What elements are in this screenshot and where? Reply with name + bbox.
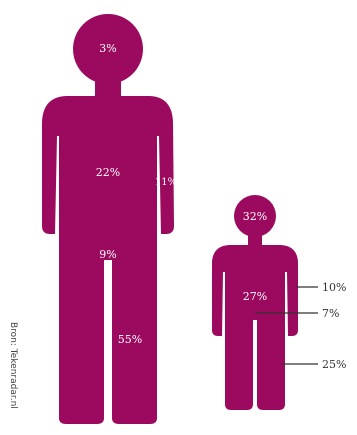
adult-arm-pct: 11% xyxy=(155,177,177,188)
adult-torso-pct: 22% xyxy=(96,166,120,179)
adult-head-pct: 3% xyxy=(99,42,116,55)
adult-legs-pct: 55% xyxy=(118,333,142,346)
adult-pelvis-pct: 9% xyxy=(99,248,116,261)
adult-silhouette xyxy=(42,14,174,424)
child-pelvis-pct: 7% xyxy=(322,307,339,320)
child-legs-pct: 25% xyxy=(322,358,346,371)
child-head-pct: 32% xyxy=(243,210,267,223)
source-caption: Bron: Tekenradar.nl xyxy=(8,322,18,409)
child-torso-pct: 27% xyxy=(243,290,267,303)
child-arm-pct: 10% xyxy=(322,281,346,294)
